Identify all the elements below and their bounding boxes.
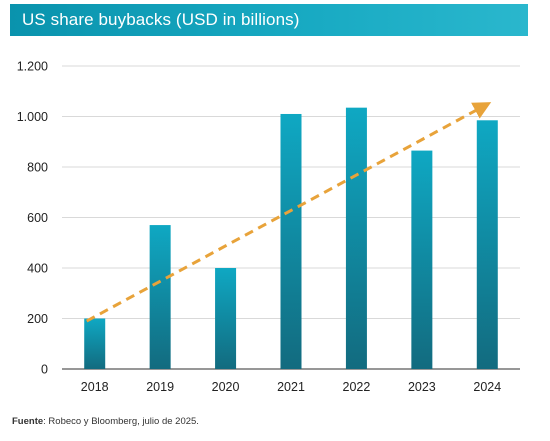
y-tick-label: 800 bbox=[27, 161, 48, 175]
bars bbox=[84, 107, 498, 369]
source-text: : Robeco y Bloomberg, julio de 2025. bbox=[43, 416, 199, 427]
x-tick-label: 2024 bbox=[473, 380, 501, 394]
x-tick-label: 2021 bbox=[277, 380, 305, 394]
y-tick-label: 200 bbox=[27, 312, 48, 326]
x-tick-label: 2023 bbox=[408, 380, 436, 394]
x-axis-ticks: 2018 2019 2020 2021 2022 2023 2024 bbox=[81, 380, 501, 394]
y-axis-ticks: 0 200 400 600 800 1.000 1.200 bbox=[17, 60, 48, 377]
trend-line bbox=[86, 102, 492, 323]
trend-arrow bbox=[86, 102, 492, 323]
source-note: Fuente: Robeco y Bloomberg, julio de 202… bbox=[12, 416, 199, 427]
y-tick-label: 0 bbox=[41, 363, 48, 377]
chart-title-bar: US share buybacks (USD in billions) bbox=[10, 4, 528, 36]
y-tick-label: 1.000 bbox=[17, 110, 48, 124]
y-tick-label: 600 bbox=[27, 211, 48, 225]
bar-2024 bbox=[476, 120, 498, 369]
chart-title: US share buybacks (USD in billions) bbox=[22, 10, 300, 29]
source-label: Fuente bbox=[12, 416, 44, 427]
y-tick-label: 400 bbox=[27, 262, 48, 276]
bar-2020 bbox=[215, 268, 237, 369]
x-tick-label: 2019 bbox=[146, 380, 174, 394]
bar-2018 bbox=[84, 318, 106, 369]
bar-2022 bbox=[345, 107, 367, 369]
bar-2019 bbox=[149, 225, 171, 369]
y-tick-label: 1.200 bbox=[17, 60, 48, 74]
x-tick-label: 2018 bbox=[81, 380, 109, 394]
bar-2021 bbox=[280, 113, 302, 369]
x-tick-label: 2020 bbox=[212, 380, 240, 394]
x-tick-label: 2022 bbox=[343, 380, 371, 394]
bar-2023 bbox=[411, 150, 433, 369]
